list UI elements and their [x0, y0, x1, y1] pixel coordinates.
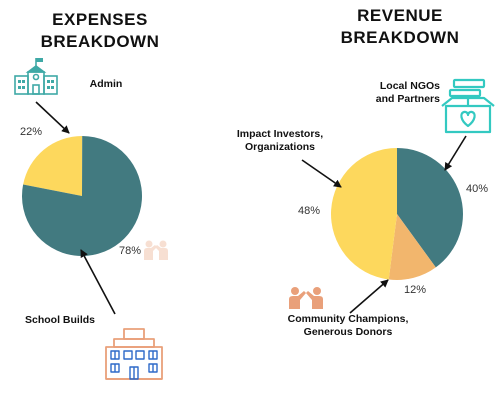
pie-slice-impact	[330, 148, 397, 280]
pie-slice-local	[397, 148, 463, 268]
school-building-icon	[14, 58, 58, 95]
arrow-local-ngos	[444, 135, 467, 171]
expenses-pie	[22, 136, 142, 256]
revenue-pie	[330, 148, 463, 280]
expenses-title: EXPENSES BREAKDOWN	[40, 10, 160, 51]
label-local-ngos: Local NGOs and Partners	[375, 80, 440, 105]
pct-impact-investors: 48%	[298, 205, 321, 217]
people-helping-icon	[289, 287, 323, 309]
arrow-community	[349, 279, 389, 314]
pct-admin: 22%	[20, 126, 43, 138]
label-admin: Admin	[89, 78, 123, 90]
arrow-school-builds	[80, 249, 116, 315]
pct-community: 12%	[404, 284, 427, 296]
pie-slice-admin	[23, 136, 83, 196]
pie-slice-community	[388, 214, 436, 280]
people-faint-icon	[144, 240, 168, 260]
gift-boxes-heart-icon	[441, 78, 495, 134]
label-community-champions: Community Champions, Generous Donors	[287, 313, 409, 338]
pct-school-builds: 78%	[119, 245, 142, 257]
arrow-admin	[35, 101, 70, 134]
arrow-impact-investors	[301, 159, 342, 188]
label-impact-investors: Impact Investors, Organizations	[236, 128, 324, 153]
label-school-builds: School Builds	[24, 314, 95, 326]
pie-slice-school	[22, 136, 142, 256]
school-building-icon	[105, 328, 163, 380]
pct-local-ngos: 40%	[466, 183, 489, 195]
revenue-title: REVENUE BREAKDOWN	[340, 6, 460, 47]
